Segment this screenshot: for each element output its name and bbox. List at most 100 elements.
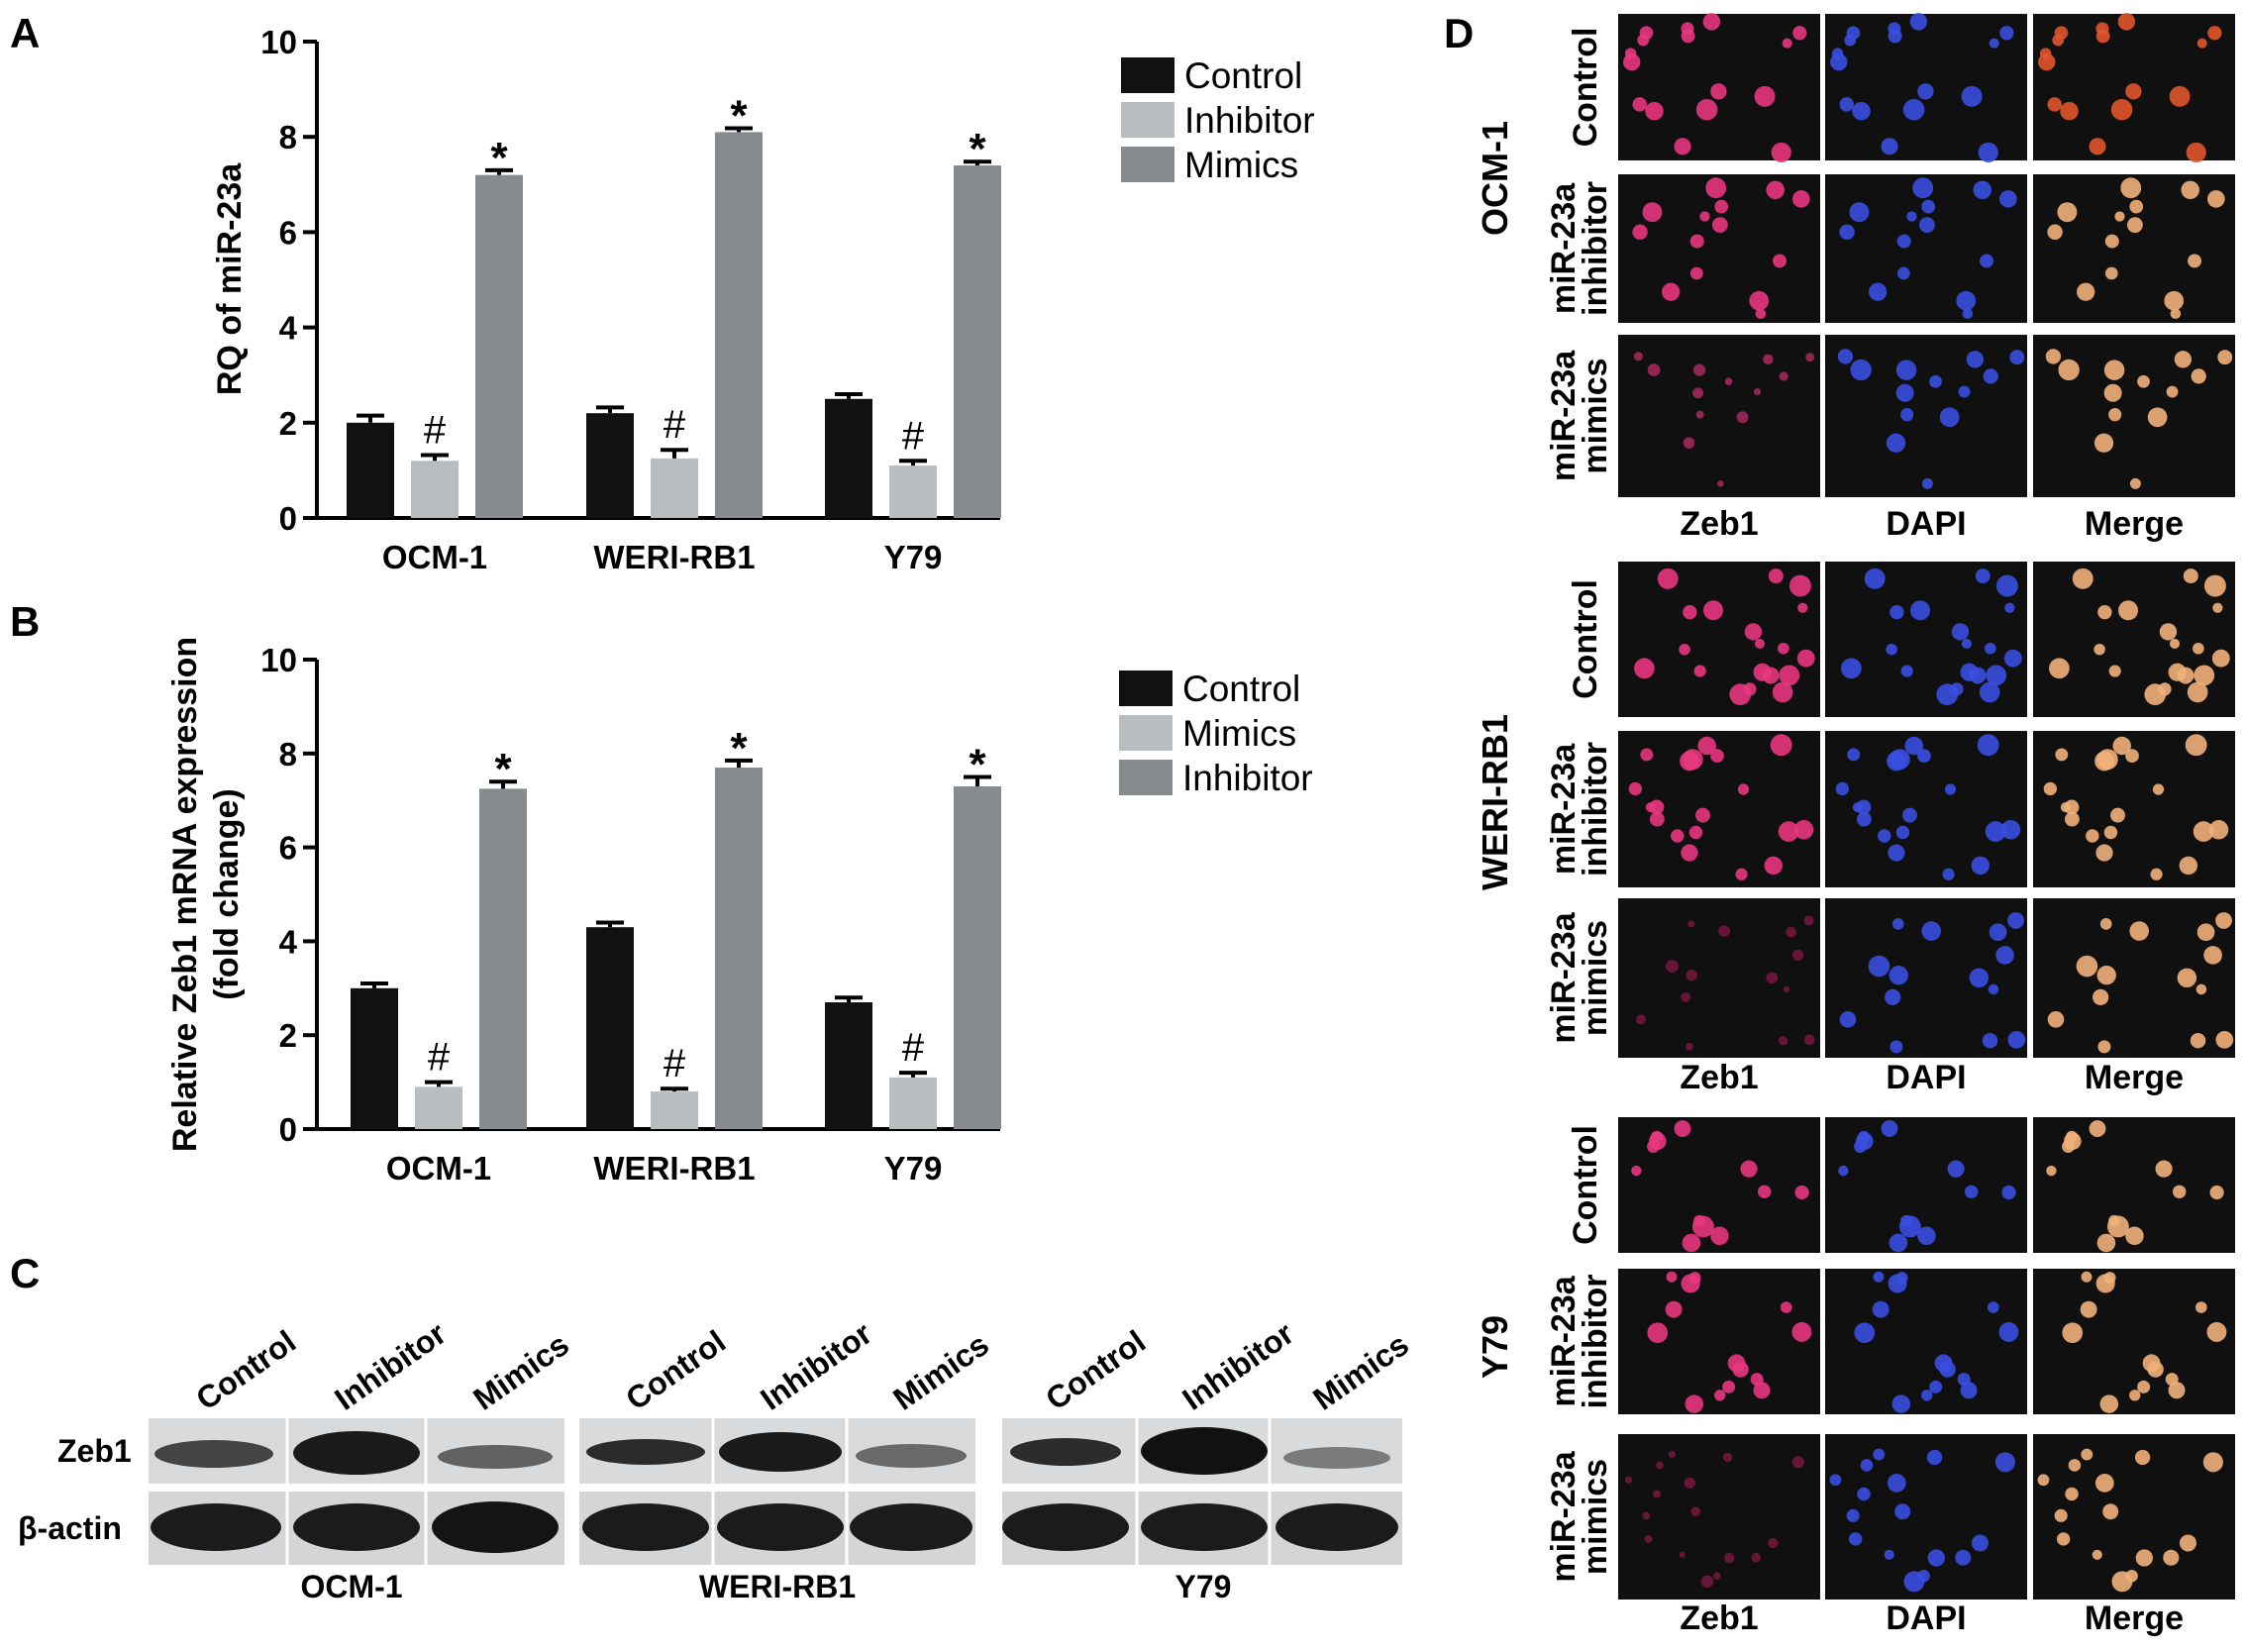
chart-a-error-bar: [357, 413, 384, 423]
chart-b-y-tick-label: 10: [260, 642, 297, 678]
panel-label-b: B: [10, 598, 40, 645]
chart-b-category-y79: Y79: [884, 1150, 943, 1187]
chart-b-bar-mimics-ocm-1: [415, 1086, 462, 1129]
chart-b-error-bar: [964, 774, 991, 786]
micrograph-y79-control-merge: [2033, 1117, 2235, 1253]
blot-group-ocm1: [149, 1418, 564, 1565]
row-label-mir23a: miR-23a: [1545, 182, 1582, 314]
blot-row-label-beta-actin: β-actin: [18, 1510, 122, 1546]
chart-b-significance-mark: #: [428, 1036, 451, 1080]
chart-b-bar-inhibitor-ocm-1: [479, 788, 527, 1129]
chart-b-bar-control-y79: [825, 1002, 872, 1129]
chart-a-error-bar: [835, 391, 863, 399]
lane-label-inhibitor: Inhibitor: [1175, 1315, 1299, 1417]
chart-b-significance-mark: *: [494, 745, 512, 793]
chart-a-error-bar: [725, 126, 753, 133]
blot-group-label-weri-rb1: WERI-RB1: [699, 1569, 856, 1604]
lane-label-control: Control: [1039, 1323, 1152, 1417]
chart-a-bar-inhibitor-ocm-1: [411, 461, 459, 518]
chart-b-legend-label-inhibitor: Inhibitor: [1182, 758, 1313, 798]
chart-a-legend-label-mimics: Mimics: [1184, 145, 1298, 185]
blot-row-label-zeb1: Zeb1: [57, 1433, 132, 1469]
chart-a-legend-swatch-control: [1121, 57, 1174, 93]
chart-b-bar-control-weri-rb1: [586, 927, 634, 1129]
chart-b-bar-control-ocm-1: [351, 987, 398, 1129]
chart-a-significance-mark: *: [490, 134, 508, 182]
chart-a-y-tick-label: 4: [279, 310, 298, 347]
chart-a-y-tick-label: 10: [260, 24, 297, 60]
chart-a-y-axis: 0 2 4 6 8 10: [260, 24, 319, 537]
lane-label-control: Control: [619, 1323, 732, 1417]
micrograph-weri-rb1-mir-23a-inhibitor-dapi: [1825, 731, 2027, 887]
micrograph-ocm-1-mir-23a-inhibitor-merge: [2033, 174, 2235, 323]
blot-group-label-ocm1: OCM-1: [300, 1569, 402, 1604]
row-label-inhibitor: inhibitor: [1577, 181, 1614, 316]
western-blot-panel: Control Inhibitor Mimics Control Inhibitor Mi…: [18, 1315, 1415, 1604]
chart-b-y-label: Relative Zeb1 mRNA expression: [166, 637, 204, 1152]
micrograph-y79-mir-23a-inhibitor-zeb1: [1618, 1269, 1820, 1414]
row-label-control: Control: [1567, 28, 1604, 148]
row-label-control: Control: [1567, 579, 1604, 699]
micrograph-weri-rb1-mir-23a-inhibitor-zeb1: [1618, 731, 1820, 887]
row-label-mimics: mimics: [1577, 920, 1614, 1036]
chart-b-error-bar: [425, 1080, 453, 1087]
micrograph-weri-rb1-control-zeb1: [1618, 562, 1820, 717]
chart-a-error-bar: [596, 405, 624, 414]
lane-label-inhibitor: Inhibitor: [754, 1315, 877, 1417]
chart-a-y-tick-label: 6: [279, 214, 297, 251]
lane-label-mimics: Mimics: [1306, 1326, 1415, 1417]
chart-b-y-tick-label: 2: [279, 1017, 297, 1054]
chart-a-significance-mark: #: [664, 403, 686, 447]
micrograph-ocm-1-mir-23a-mimics-zeb1: [1618, 335, 1820, 497]
row-label-mir23a: miR-23a: [1545, 911, 1582, 1043]
chart-a-legend-swatch-mimics: [1121, 147, 1174, 182]
chart-b-error-bar: [835, 995, 863, 1003]
chart-a-error-bar: [661, 448, 688, 459]
micrograph-ocm-1-mir-23a-inhibitor-dapi: [1825, 174, 2027, 323]
panel-label-c: C: [10, 1250, 40, 1296]
chart-b-error-bar: [661, 1086, 688, 1092]
chart-a-bar-mimics-ocm-1: [475, 174, 523, 518]
micrograph-weri-rb1-mir-23a-mimics-zeb1: [1618, 898, 1820, 1058]
micrograph-weri-rb1-mir-23a-inhibitor-merge: [2033, 731, 2235, 887]
chart-b-category-weri-rb1: WERI-RB1: [593, 1150, 755, 1187]
micrograph-ocm-1-mir-23a-mimics-merge: [2033, 335, 2235, 497]
chart-b-error-bar: [899, 1071, 927, 1078]
row-label-control: Control: [1567, 1125, 1604, 1245]
chart-b-y-axis: 0 2 4 6 8 10: [260, 642, 319, 1148]
row-label-mimics: mimics: [1577, 358, 1614, 473]
column-label-merge: Merge: [2085, 505, 2184, 543]
chart-a-bar-control-ocm-1: [347, 422, 394, 518]
chart-b-zeb1-mrna: 0 2 4 6 8 10 Relative Zeb1 mRNA expression (f…: [166, 637, 1313, 1187]
chart-a-significance-mark: *: [969, 125, 986, 173]
lane-label-inhibitor: Inhibitor: [328, 1315, 452, 1417]
lane-label-control: Control: [189, 1323, 302, 1417]
column-label-dapi: DAPI: [1886, 1600, 1966, 1637]
chart-b-legend-label-mimics: Mimics: [1182, 713, 1296, 754]
chart-b-error-bar: [725, 758, 753, 769]
chart-b-significance-mark: *: [730, 724, 748, 773]
chart-a-legend-label-inhibitor: Inhibitor: [1184, 100, 1315, 141]
row-label-mir23a: miR-23a: [1545, 743, 1582, 875]
chart-a-error-bar: [421, 453, 449, 462]
lane-label-mimics: Mimics: [886, 1326, 995, 1417]
chart-b-y-tick-label: 6: [279, 830, 297, 867]
panel-label-d: D: [1444, 10, 1474, 56]
chart-a-error-bar: [485, 167, 513, 175]
chart-a-rq-mir23a: 0 2 4 6 8 10 RQ of miR-23a # * # * # * OCM-1 WERI-R…: [211, 24, 1315, 575]
chart-a-y-tick-label: 2: [279, 405, 297, 442]
micrograph-y79-mir-23a-mimics-merge: [2033, 1434, 2235, 1600]
chart-a-error-bar: [964, 159, 991, 166]
chart-b-error-bar: [596, 920, 624, 928]
chart-b-category-ocm-1: OCM-1: [386, 1150, 491, 1187]
chart-b-error-bar: [489, 779, 517, 789]
column-label-merge: Merge: [2085, 1059, 2184, 1096]
group-label-ocm-1: OCM-1: [1475, 121, 1515, 236]
western-lane-labels: Control Inhibitor Mimics Control Inhibitor Mi…: [189, 1315, 1415, 1417]
chart-a-category-y79: Y79: [884, 539, 943, 575]
chart-b-bar-mimics-weri-rb1: [651, 1091, 698, 1129]
chart-b-y-tick-label: 0: [279, 1111, 297, 1148]
micrograph-y79-mir-23a-mimics-zeb1: [1618, 1434, 1820, 1600]
column-label-merge: Merge: [2085, 1600, 2184, 1637]
